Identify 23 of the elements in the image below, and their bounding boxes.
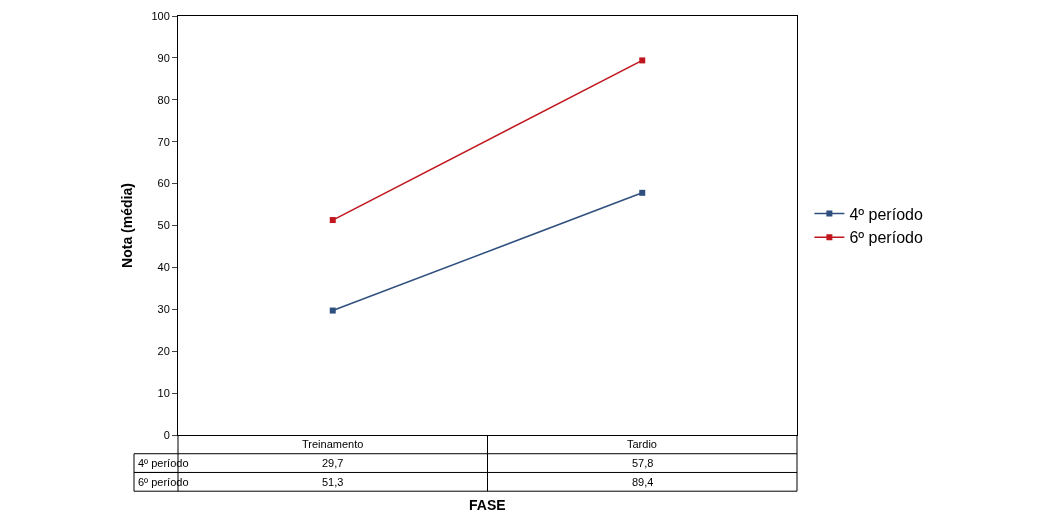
text: 6º período [138, 476, 189, 488]
y-tick-label: 80 [157, 93, 170, 106]
y-tick-label: 20 [157, 345, 170, 358]
y-tick-label: 90 [157, 51, 170, 64]
data-label: 51,3 [322, 476, 344, 488]
x-tick-label: Treinamento [302, 438, 364, 450]
y-axis-title: Nota (média) [119, 183, 136, 268]
data-label: 89,4 [632, 476, 654, 488]
y-tick-label: 50 [157, 219, 170, 232]
x-axis-title: FASE [469, 497, 506, 513]
y-tick-label: 100 [151, 9, 170, 22]
y-tick-label: 40 [157, 261, 170, 274]
text: 4º período [138, 457, 189, 469]
y-tick-label: 70 [157, 135, 170, 148]
x-tick-label: Tardio [627, 438, 657, 450]
y-tick-label: 60 [157, 177, 170, 190]
data-label: 29,7 [322, 457, 344, 469]
y-tick-label: 0 [163, 428, 170, 441]
legend-label: 6º período [849, 229, 923, 247]
y-tick-label: 30 [157, 303, 170, 316]
y-tick-label: 10 [157, 386, 170, 399]
data-label: 57,8 [632, 457, 654, 469]
legend-label: 4º período [849, 205, 923, 223]
